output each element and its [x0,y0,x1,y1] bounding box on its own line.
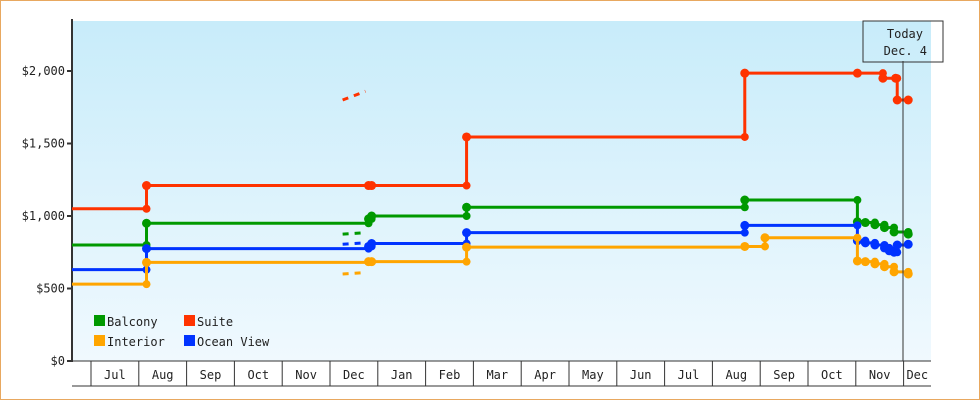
x-tick-label: Sep [773,368,795,382]
legend-label: Ocean View [197,335,270,349]
series-suite [72,68,913,213]
data-point[interactable] [879,262,889,272]
forecast-line [342,241,366,246]
data-point[interactable] [852,256,862,266]
x-tick-label: Nov [869,368,891,382]
x-tick-label: Sep [200,368,222,382]
data-point[interactable] [860,218,870,228]
x-tick-label: Oct [247,368,269,382]
data-point[interactable] [760,233,770,243]
legend-label: Interior [107,335,165,349]
data-point[interactable] [462,242,472,252]
x-tick-label: Mar [486,368,508,382]
x-tick-label: May [582,368,604,382]
data-point[interactable] [903,95,913,105]
data-point[interactable] [903,239,913,249]
x-tick-label: Dec [906,368,928,382]
legend-item-interior[interactable]: Interior [94,335,165,349]
data-point[interactable] [740,228,749,237]
data-point[interactable] [367,211,377,221]
data-point[interactable] [462,181,471,190]
forecast-line [342,231,366,236]
forecast-line [342,89,366,102]
data-point[interactable] [870,259,880,269]
data-point[interactable] [462,228,472,238]
x-tick-label: Feb [439,368,461,382]
data-point[interactable] [852,68,862,78]
x-tick-label: Jul [678,368,700,382]
x-tick-label: Jul [104,368,126,382]
y-tick-label: $1,500 [22,137,65,151]
data-point[interactable] [893,74,902,83]
x-tick-label: Aug [725,368,747,382]
data-point[interactable] [870,240,880,250]
y-tick-label: $500 [36,282,65,296]
today-date: Dec. 4 [884,44,927,58]
data-point[interactable] [760,242,769,251]
data-point[interactable] [142,204,151,213]
x-tick-label: Jun [630,368,652,382]
data-point[interactable] [740,195,750,205]
x-tick-label: Jan [391,368,413,382]
x-tick-label: Oct [821,368,843,382]
forecast-line [342,271,366,276]
data-point[interactable] [740,203,749,212]
data-point[interactable] [740,132,749,141]
x-tick-label: Apr [534,368,556,382]
data-point[interactable] [462,132,472,142]
y-tick-label: $2,000 [22,64,65,78]
data-point[interactable] [142,218,152,228]
legend-swatch [184,335,195,346]
data-point[interactable] [892,240,902,250]
series-balcony [72,195,913,249]
data-point[interactable] [462,257,471,266]
data-point[interactable] [853,233,862,242]
data-point[interactable] [870,220,880,230]
data-point[interactable] [740,68,750,78]
data-point[interactable] [740,241,750,251]
x-tick-label: Dec [343,368,365,382]
data-point[interactable] [853,221,862,230]
data-point[interactable] [740,220,750,230]
legend-item-suite[interactable]: Suite [184,315,233,329]
y-tick-label: $1,000 [22,209,65,223]
today-marker: Today Dec. 4 [862,20,944,361]
legend-label: Balcony [107,315,158,329]
data-point[interactable] [860,257,870,267]
data-point[interactable] [889,267,899,277]
series-interior [72,233,913,289]
data-point[interactable] [142,280,151,289]
legend-label: Suite [197,315,233,329]
legend-swatch [184,315,195,326]
data-point[interactable] [860,238,870,248]
data-point[interactable] [367,239,377,249]
data-point[interactable] [853,196,862,205]
data-point[interactable] [462,202,472,212]
x-tick-label: Nov [295,368,317,382]
legend-swatch [94,335,105,346]
legend-swatch [94,315,105,326]
data-point[interactable] [903,269,913,279]
data-point[interactable] [142,257,152,267]
data-point[interactable] [879,223,889,233]
data-point[interactable] [892,95,902,105]
y-tick-label: $0 [51,354,65,368]
x-tick-label: Aug [152,368,174,382]
legend-item-ocean-view[interactable]: Ocean View [184,335,270,349]
data-point[interactable] [462,212,471,220]
data-point[interactable] [889,227,899,237]
data-point[interactable] [903,229,913,239]
legend-item-balcony[interactable]: Balcony [94,315,158,329]
data-point[interactable] [142,181,152,191]
data-point[interactable] [367,257,377,267]
data-point[interactable] [878,73,888,83]
data-point[interactable] [893,248,902,257]
data-point[interactable] [142,244,152,254]
plot-area [72,21,931,361]
today-label: Today [887,27,923,41]
data-point[interactable] [367,181,377,191]
